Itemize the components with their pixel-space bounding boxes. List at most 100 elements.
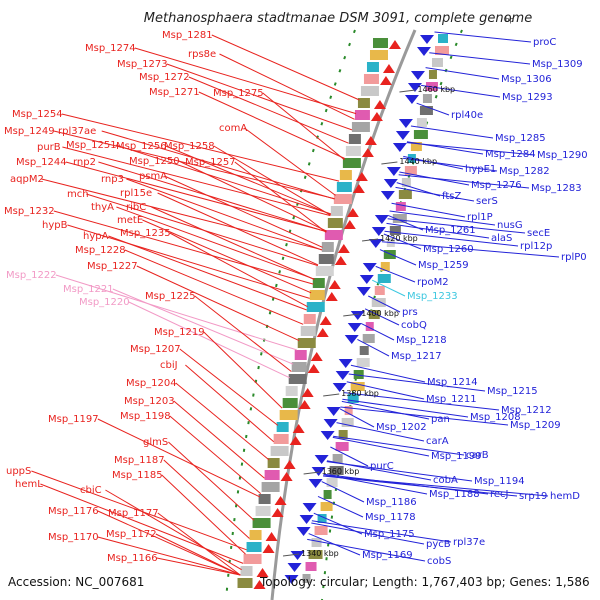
right-gene-label: Msp_1282 <box>499 166 550 177</box>
right-leader-line <box>317 495 364 518</box>
gene-arrow-right-strand <box>320 431 335 440</box>
gene-arrow-right-strand <box>332 383 347 392</box>
right-leader-line <box>311 522 425 545</box>
gene-block <box>276 422 289 432</box>
right-gene-label: cobA <box>433 475 458 486</box>
left-leader-line <box>219 53 355 120</box>
left-gene-label: Msp_1244 <box>16 157 67 168</box>
gene-block <box>305 562 317 571</box>
gene-block <box>404 166 417 175</box>
gene-block <box>419 106 433 115</box>
left-leader-line <box>40 483 244 564</box>
left-leader-line <box>134 47 357 115</box>
right-leader-line <box>425 67 500 80</box>
gene-arrow-left-strand <box>319 316 332 325</box>
right-leader-line <box>323 475 518 497</box>
gene-arrow-left-strand <box>289 436 302 445</box>
gene-block <box>368 310 380 319</box>
kbp-tick-mark <box>282 553 300 557</box>
right-leader-line <box>421 84 501 98</box>
right-gene-label: serS <box>476 196 498 207</box>
gene-arrow-left-strand <box>271 508 284 517</box>
gene-arrow-left-strand <box>292 424 305 433</box>
left-leader-line <box>97 510 241 576</box>
gene-block <box>348 134 361 144</box>
left-leader-line <box>55 274 297 351</box>
gene-arrow-left-strand <box>307 364 320 373</box>
gene-arrow-left-strand <box>370 112 383 121</box>
right-gene-label: rpl40e <box>451 110 483 121</box>
gene-block <box>398 190 412 199</box>
kbp-tick-label: 1420 kbp <box>380 234 418 243</box>
left-leader-line <box>244 127 336 196</box>
left-gene-label: Msp_1197 <box>48 414 99 425</box>
left-leader-line <box>116 206 315 280</box>
left-gene-label: Msp_1185 <box>112 470 163 481</box>
left-leader-line <box>108 235 307 311</box>
gene-arrow-left-strand <box>310 352 323 361</box>
left-gene-label: Msp_1203 <box>124 396 175 407</box>
gene-block <box>428 70 437 79</box>
right-gene-label: Msp_1233 <box>407 291 458 302</box>
gene-block <box>258 494 271 504</box>
right-leader-line <box>416 102 450 116</box>
gene-arrow-left-strand <box>280 472 293 481</box>
right-leader-line <box>321 481 365 503</box>
right-gene-label: pan <box>431 414 450 425</box>
left-gene-label: Msp_1219 <box>154 327 205 338</box>
right-gene-label: Msp_1293 <box>502 92 553 103</box>
gene-arrow-left-strand <box>265 532 278 541</box>
right-gene-label: Msp_1208 <box>470 412 521 423</box>
gene-arrow-right-strand <box>350 311 365 320</box>
right-gene-label: cobQ <box>401 320 427 331</box>
left-gene-label: hypA <box>83 231 109 242</box>
left-gene-label: Msp_1275 <box>213 88 264 99</box>
gene-block <box>282 398 298 408</box>
gene-arrow-right-strand <box>416 47 431 56</box>
right-gene-label: pycB <box>426 539 451 550</box>
left-leader-line <box>112 288 294 365</box>
gene-arrow-left-strand <box>316 328 329 337</box>
right-gene-label: nusG <box>497 220 523 231</box>
gene-arrow-left-strand <box>343 220 356 229</box>
right-gene-label: Msp_1285 <box>495 133 546 144</box>
kbp-tick-label: 1460 kbp <box>417 85 455 94</box>
gene-arrow-right-strand <box>419 35 434 44</box>
left-label-group: Msp_1281 rps8e Msp_1274 Msp_1273 Msp_1272 Msp… <box>4 30 360 576</box>
gene-arrow-left-strand <box>379 76 392 85</box>
right-leader-line <box>339 408 375 428</box>
right-gene-label: Msp_1217 <box>391 351 442 362</box>
right-gene-label: rpoM2 <box>417 277 449 288</box>
left-leader-line <box>157 512 241 576</box>
right-leader-line <box>340 406 509 426</box>
gene-block <box>353 370 364 379</box>
gene-block <box>311 538 322 547</box>
left-gene-label: Msp_1273 <box>117 59 168 70</box>
left-leader-line <box>178 160 327 232</box>
gene-arrow-right-strand <box>284 575 299 584</box>
right-leader-line <box>346 381 425 400</box>
left-gene-label: Msp_1222 <box>6 270 57 281</box>
right-leader-line <box>361 323 395 341</box>
left-gene-label: Msp_1177 <box>108 508 159 519</box>
gene-block <box>320 502 333 511</box>
left-leader-line <box>101 130 335 200</box>
right-gene-track <box>284 34 449 584</box>
left-gene-label: Msp_1257 <box>185 157 236 168</box>
left-leader-line <box>166 63 353 131</box>
right-leader-line <box>323 475 549 497</box>
right-leader-line <box>341 400 430 420</box>
right-gene-label: hypE1 <box>465 164 496 175</box>
kbp-tick-label: 1440 kbp <box>399 157 437 166</box>
gene-block <box>246 542 262 552</box>
left-leader-line <box>169 415 262 494</box>
right-leader-line <box>395 186 475 202</box>
right-gene-label: Msp_1306 <box>501 74 552 85</box>
right-gene-label: Msp_1261 <box>425 225 476 236</box>
left-gene-label: Msp_1176 <box>48 506 99 517</box>
gene-arrow-right-strand <box>311 467 326 476</box>
left-leader-line <box>164 175 323 248</box>
left-gene-label: rpl15e <box>120 188 152 199</box>
kbp-tick-mark <box>381 161 398 165</box>
map-title: Methanosphaera stadtmanae DSM 3091, comp… <box>144 11 532 26</box>
